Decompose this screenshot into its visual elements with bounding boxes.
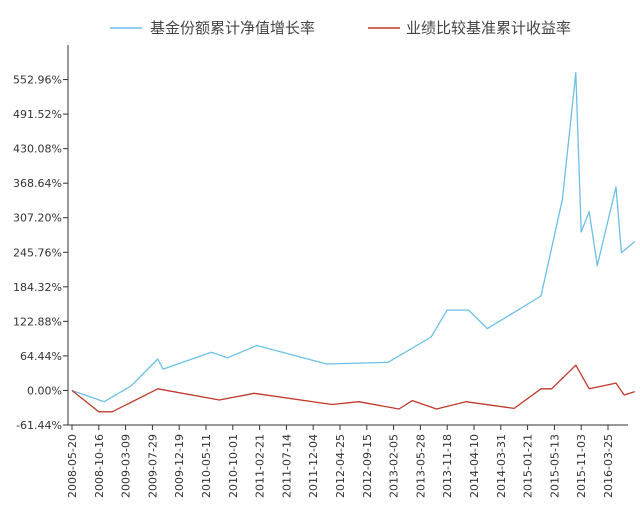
x-tick-label: 2008-05-20 [66, 434, 79, 498]
x-tick-label: 2008-10-16 [93, 434, 106, 498]
x-tick-label: 2013-05-28 [414, 434, 427, 498]
y-tick-label: 122.88% [13, 315, 62, 328]
axes [67, 45, 628, 426]
x-tick-label: 2012-04-25 [334, 434, 347, 498]
y-ticks: -61.44% 0.00% 64.44% 122.88% 184.32% 245.76% 3… [13, 74, 68, 432]
y-tick-label: 245.76% [13, 246, 62, 259]
y-tick-label: -61.44% [16, 419, 62, 432]
x-tick-label: 2011-12-04 [307, 434, 320, 498]
series-group [71, 72, 636, 413]
series-line-1 [71, 72, 636, 403]
legend: 基金份额累计净值增长率 业绩比较基准累计收益率 [110, 19, 571, 37]
x-tick-label: 2016-03-25 [602, 434, 615, 498]
x-tick-label: 2011-02-21 [254, 434, 267, 498]
y-tick-label: 368.64% [13, 177, 62, 190]
series-line-2 [71, 364, 635, 413]
y-tick-label: 430.08% [13, 143, 62, 156]
legend-label-2: 业绩比较基准累计收益率 [406, 19, 571, 37]
x-tick-label: 2010-05-11 [200, 434, 213, 498]
x-ticks: 2008-05-20 2008-10-16 2009-03-09 2009-07-29… [66, 425, 615, 498]
x-tick-label: 2014-03-31 [495, 434, 508, 498]
x-tick-label: 2013-02-05 [388, 434, 401, 498]
x-tick-label: 2015-01-21 [522, 434, 535, 498]
legend-label-1: 基金份额累计净值增长率 [150, 19, 315, 37]
x-tick-label: 2012-09-15 [361, 434, 374, 498]
x-tick-label: 2015-05-13 [548, 434, 561, 498]
x-tick-label: 2009-12-19 [173, 434, 186, 498]
y-tick-label: 64.44% [20, 350, 62, 363]
x-tick-label: 2015-11-03 [575, 434, 588, 498]
x-tick-label: 2013-11-18 [441, 434, 454, 498]
x-tick-label: 2009-07-29 [146, 434, 159, 498]
y-tick-label: 184.32% [13, 281, 62, 294]
x-tick-label: 2009-03-09 [120, 434, 133, 498]
x-tick-label: 2014-04-10 [468, 434, 481, 498]
y-tick-label: 552.96% [13, 74, 62, 87]
y-tick-label: 0.00% [27, 384, 62, 397]
y-tick-label: 491.52% [13, 108, 62, 121]
y-tick-label: 307.20% [13, 212, 62, 225]
x-tick-label: 2011-07-14 [280, 434, 293, 498]
x-tick-label: 2010-10-01 [227, 434, 240, 498]
